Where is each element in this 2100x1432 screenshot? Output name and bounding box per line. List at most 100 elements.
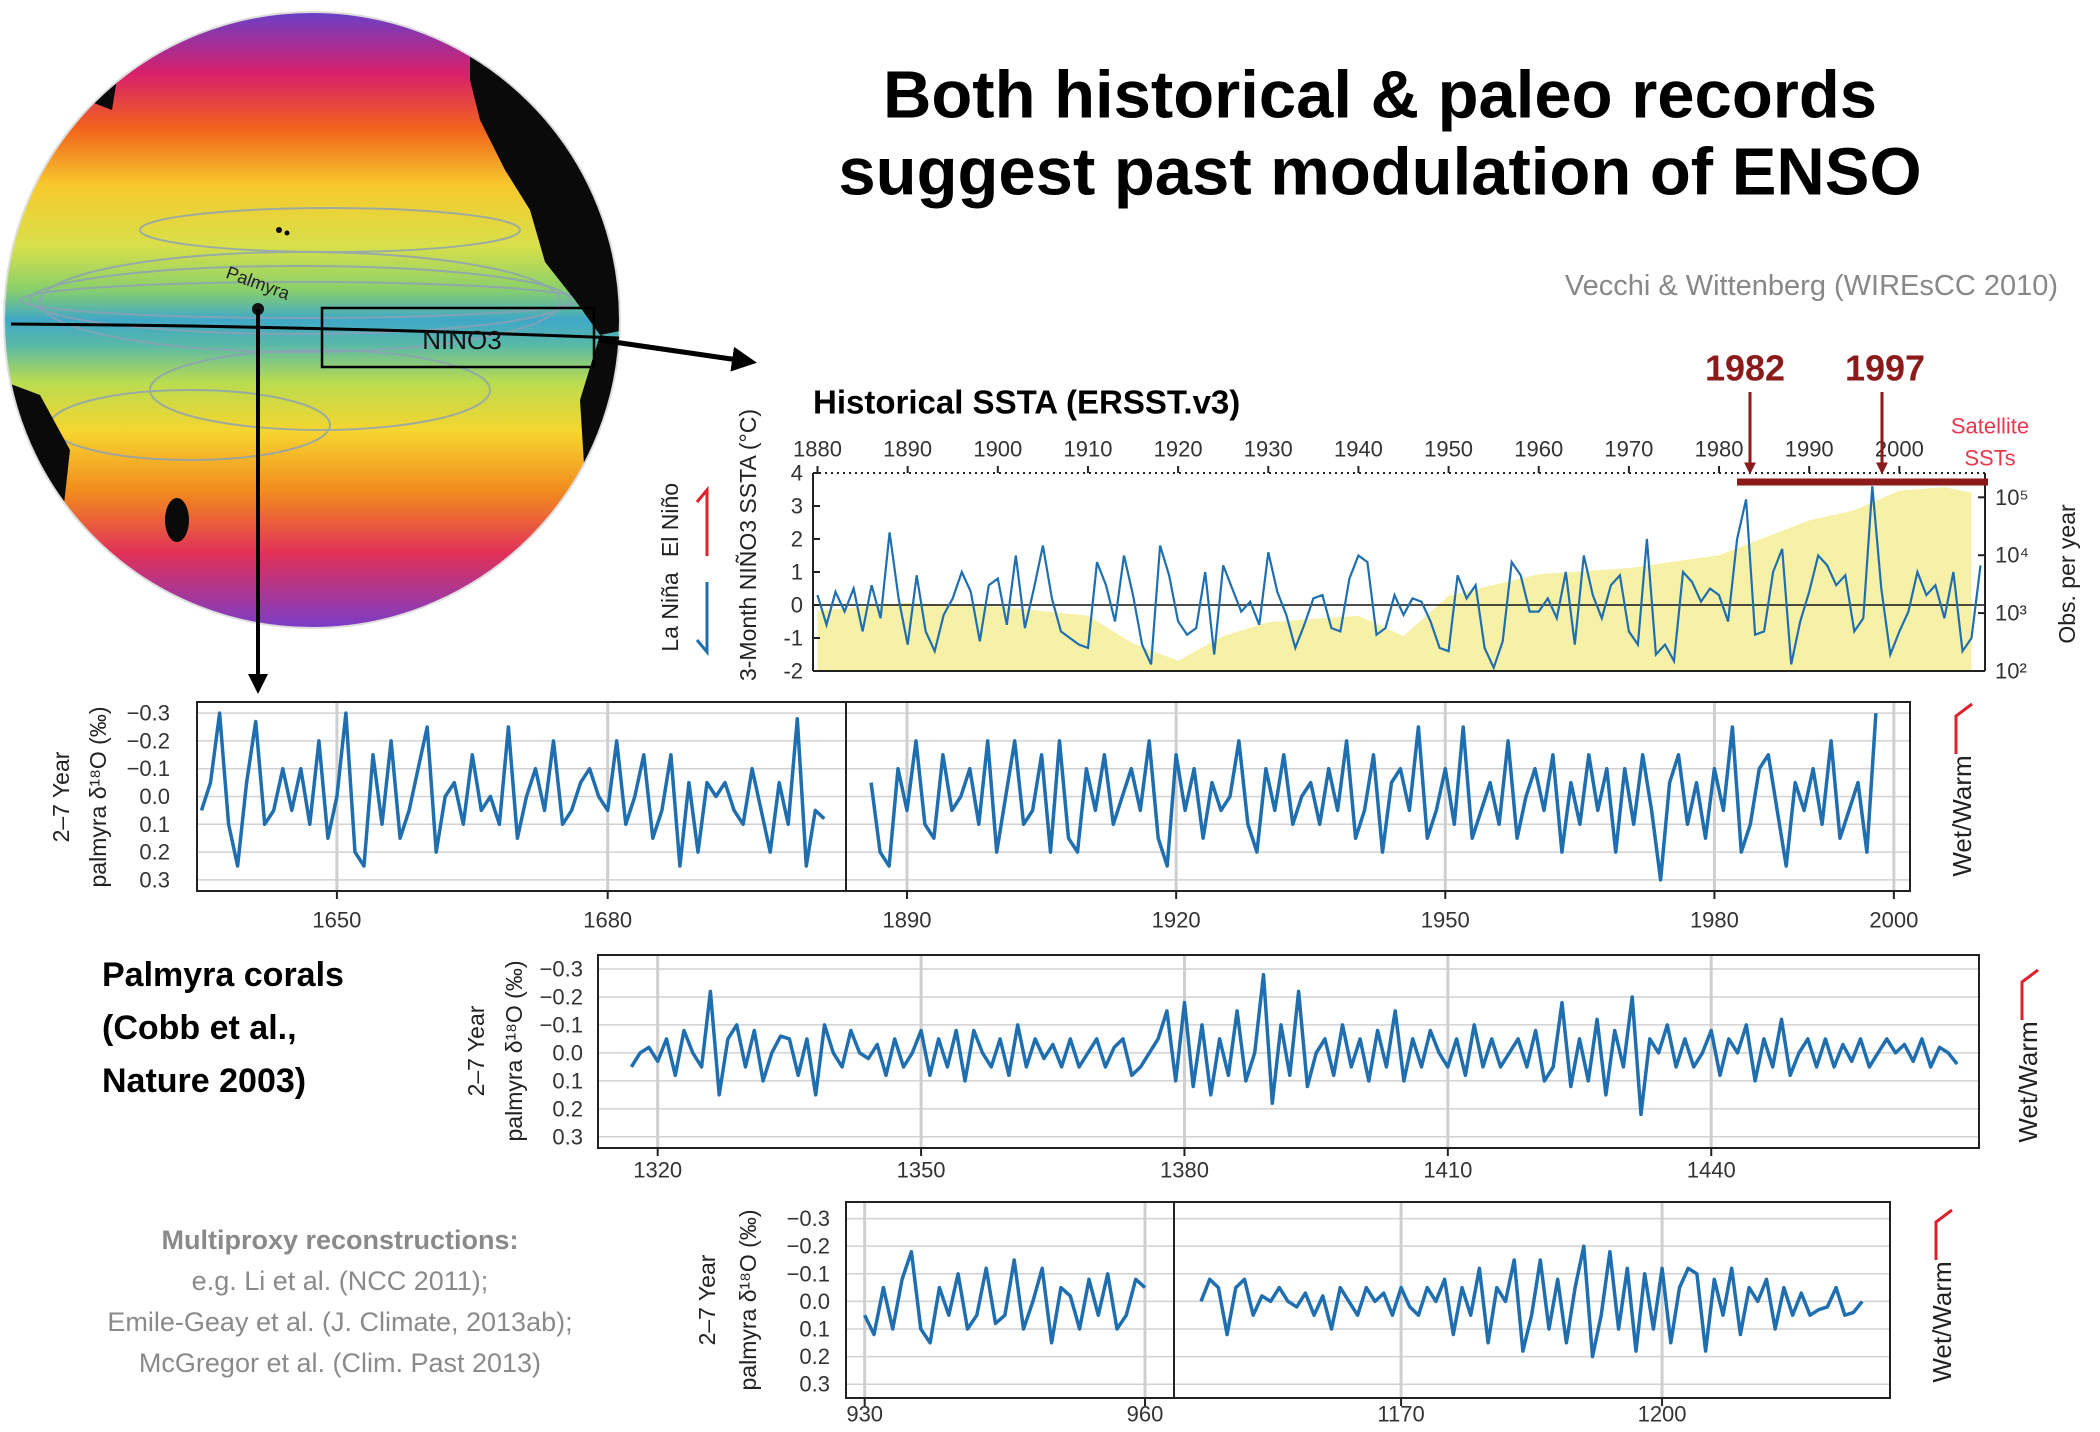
credit: Vecchi & Wittenberg (WIREsCC 2010): [1565, 270, 2058, 302]
panel-frame: [845, 701, 1911, 892]
y2-axis-label: Obs. per year: [2054, 504, 2080, 644]
x-tick-label: 1200: [1638, 1402, 1687, 1427]
y-tick-label: -1: [783, 626, 803, 651]
side-label: Wet/Warm: [2013, 1021, 2043, 1142]
proxy-line: [199, 711, 826, 868]
y-axis-label: 3-Month NIÑO3 SSTA (°C): [735, 409, 761, 681]
y-tick-label: −0.2: [127, 728, 170, 753]
panel-frame: [845, 1201, 1175, 1399]
x-tick-label: 1980: [1695, 437, 1744, 462]
y-tick-label: 0.2: [799, 1344, 830, 1369]
island: [284, 230, 290, 236]
x-tick-label: 1410: [1423, 1158, 1472, 1183]
y-tick-label: −0.2: [540, 984, 583, 1009]
panel-frame: [597, 954, 1980, 1149]
side-label: Wet/Warm: [1927, 1261, 1957, 1382]
y-tick-label: −0.2: [787, 1234, 830, 1259]
y-tick-label: 0.3: [799, 1372, 830, 1397]
satellite-label: Satellite: [1951, 414, 2029, 439]
proxy-line: [863, 1249, 1147, 1345]
y-tick-label: -2: [783, 659, 803, 684]
y-axis-label: 2–7 Year: [48, 751, 74, 842]
y-axis-label: 2–7 Year: [463, 1005, 489, 1096]
y-tick-label: −0.1: [540, 1012, 583, 1037]
y-tick-label: 0.3: [139, 867, 170, 892]
phase-label: El Niño: [657, 483, 683, 557]
island: [276, 227, 282, 233]
x-tick-label: 1980: [1690, 908, 1739, 933]
multiproxy-note: Multiproxy reconstructions:: [161, 1225, 518, 1255]
x-tick-label: 1910: [1063, 437, 1112, 462]
y-tick-label: 3: [791, 494, 803, 519]
y-tick-label: −0.3: [787, 1206, 830, 1231]
y-tick-label: 2: [791, 527, 803, 552]
la-nina-arrow: [695, 582, 709, 657]
ocean: [4, 12, 620, 628]
event-label: 1982: [1705, 348, 1785, 389]
region-arrow: [599, 337, 757, 372]
nino3-box: [320, 306, 596, 369]
x-tick-label: 1650: [312, 908, 361, 933]
y2-tick-label: 10²: [1995, 659, 2027, 684]
y-axis-label: palmyra δ¹⁸O (‰): [735, 1210, 761, 1391]
x-tick-label: 2000: [1869, 908, 1918, 933]
proxy-line: [629, 972, 1959, 1117]
y-tick-label: 1: [791, 560, 803, 585]
el-nino-arrow: [695, 485, 709, 556]
x-tick-label: 1920: [1154, 437, 1203, 462]
x-tick-label: 1920: [1152, 908, 1201, 933]
side-label: Wet/Warm: [1947, 755, 1977, 876]
region-label: NINO3: [422, 325, 501, 355]
y-tick-label: 0.1: [552, 1068, 583, 1093]
phase-label: La Niña: [657, 572, 683, 651]
x-tick-label: 1930: [1244, 437, 1293, 462]
y-tick-label: −0.1: [787, 1261, 830, 1286]
y-tick-label: −0.1: [127, 756, 170, 781]
warm-arrow: [1934, 1208, 1953, 1260]
x-tick-label: 1350: [897, 1158, 946, 1183]
x-tick-label: 1950: [1424, 437, 1473, 462]
y-tick-label: 0.2: [139, 840, 170, 865]
source-note: Nature 2003): [102, 1062, 306, 1100]
y-tick-label: 0.3: [552, 1124, 583, 1149]
globe-map: [4, 12, 620, 628]
x-tick-label: 1880: [793, 437, 842, 462]
y-tick-label: 4: [791, 461, 803, 486]
y2-tick-label: 10³: [1995, 601, 2027, 626]
x-tick-label: 1890: [883, 908, 932, 933]
y-axis-label: 2–7 Year: [694, 1254, 720, 1345]
equator: [10, 322, 620, 340]
event-label: 1997: [1845, 348, 1925, 389]
globe-edge: [3, 11, 621, 629]
multiproxy-note: Emile-Geay et al. (J. Climate, 2013ab);: [107, 1307, 572, 1337]
panel-frame: [1173, 1201, 1891, 1399]
y-tick-label: 0.1: [139, 812, 170, 837]
obs-area: [817, 487, 1972, 671]
x-tick-label: 1900: [973, 437, 1022, 462]
multiproxy-note: McGregor et al. (Clim. Past 2013): [139, 1348, 541, 1378]
x-tick-label: 960: [1127, 1402, 1164, 1427]
y-tick-label: 0.1: [799, 1316, 830, 1341]
proxy-line: [1199, 1244, 1864, 1359]
y-tick-label: −0.3: [127, 701, 170, 726]
source-note: Palmyra corals: [102, 956, 344, 994]
y-tick-label: 0: [791, 593, 803, 618]
x-tick-label: 1940: [1334, 437, 1383, 462]
x-tick-label: 1380: [1160, 1158, 1209, 1183]
y-axis-label: palmyra δ¹⁸O (‰): [501, 961, 527, 1142]
x-tick-label: 1890: [883, 437, 932, 462]
x-tick-label: 1440: [1687, 1158, 1736, 1183]
x-tick-label: 1950: [1421, 908, 1470, 933]
x-tick-label: 1320: [633, 1158, 682, 1183]
chart-title: Historical SSTA (ERSST.v3): [813, 384, 1240, 421]
y-tick-label: 0.0: [799, 1289, 830, 1314]
slide-title: suggest past modulation of ENSO: [838, 135, 1921, 210]
x-tick-label: 1680: [583, 908, 632, 933]
proxy-line: [869, 712, 1878, 882]
source-note: (Cobb et al.,: [102, 1009, 297, 1047]
x-tick-label: 1960: [1514, 437, 1563, 462]
y-axis-label: palmyra δ¹⁸O (‰): [85, 707, 111, 888]
